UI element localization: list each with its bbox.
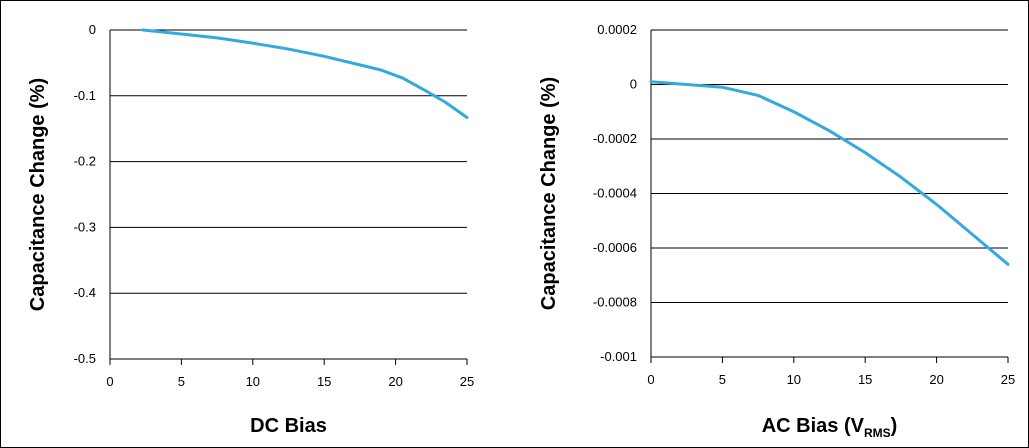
y-tick-label: -0.0004 bbox=[593, 186, 637, 201]
x-axis-label: AC Bias (VRMS) bbox=[762, 415, 898, 440]
x-axis-label-main: DC Bias bbox=[250, 415, 327, 437]
x-tick-label: 20 bbox=[929, 372, 943, 387]
y-axis-label: Capacitance Change (%) bbox=[27, 78, 49, 311]
series-line bbox=[141, 28, 469, 120]
y-tick-label: 0 bbox=[89, 22, 96, 37]
chart-dc-bias: 0 -0.1 -0.2 -0.3 -0.4 -0.5 0 5 10 15 20 25 Capacitan… bbox=[27, 22, 474, 437]
x-axis-label: DC Bias bbox=[250, 415, 327, 437]
y-tick-label: -0.4 bbox=[74, 285, 96, 300]
y-tick-label: -0.0006 bbox=[593, 240, 637, 255]
series-line bbox=[649, 80, 1010, 266]
x-tick-label: 5 bbox=[178, 374, 185, 389]
y-tick-label: -0.1 bbox=[74, 88, 96, 103]
x-tick-label: 10 bbox=[246, 374, 260, 389]
x-tick-label: 0 bbox=[647, 372, 654, 387]
y-tick-label: -0.5 bbox=[74, 351, 96, 366]
x-axis-label-main: AC Bias (V bbox=[762, 415, 865, 437]
x-tick-label: 15 bbox=[858, 372, 872, 387]
x-tick-label: 25 bbox=[1001, 372, 1015, 387]
y-tick-label: -0.0008 bbox=[593, 295, 637, 310]
x-tick-label: 10 bbox=[787, 372, 801, 387]
y-axis-label: Capacitance Change (%) bbox=[538, 77, 560, 310]
x-tick-label: 5 bbox=[719, 372, 726, 387]
y-tick-label: -0.0002 bbox=[593, 131, 637, 146]
x-axis-label-subscript: RMS bbox=[864, 426, 891, 440]
y-tick-label: 0 bbox=[630, 77, 637, 92]
y-tick-label: -0.001 bbox=[600, 349, 637, 364]
x-tick-label: 25 bbox=[460, 374, 474, 389]
y-tick-label: -0.3 bbox=[74, 219, 96, 234]
y-tick-label: -0.2 bbox=[74, 154, 96, 169]
y-tick-label: 0.0002 bbox=[597, 22, 637, 37]
x-tick-label: 20 bbox=[388, 374, 402, 389]
chart-ac-bias: 0.0002 0 -0.0002 -0.0004 -0.0006 -0.0008 -0.00… bbox=[538, 22, 1015, 440]
x-tick-label: 15 bbox=[317, 374, 331, 389]
x-axis-label-end: ) bbox=[891, 415, 898, 437]
x-tick-label: 0 bbox=[106, 374, 113, 389]
